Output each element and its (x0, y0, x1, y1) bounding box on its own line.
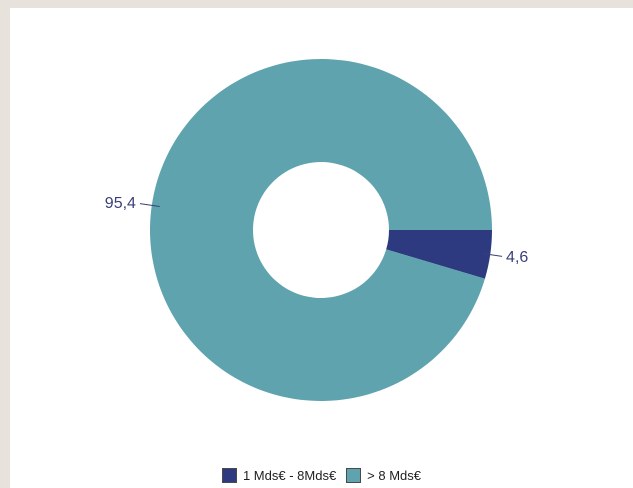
data-label-1-8-mds: 4,6 (506, 249, 528, 266)
slice-1-8-mds[interactable] (386, 230, 492, 279)
legend-swatch-1-8-mds (221, 468, 237, 483)
data-label-over-8-mds: 95,4 (105, 195, 136, 212)
legend-label-1-8-mds: 1 Mds€ - 8Mds€ (242, 468, 337, 483)
leader-line-over-8-mds (139, 203, 160, 208)
legend-label-over-8-mds: > 8 Mds€ (367, 468, 422, 483)
legend-item-over-8-mds[interactable]: > 8 Mds€ (346, 468, 421, 483)
legend-swatch-over-8-mds (346, 468, 362, 483)
leader-line-1-8-mds (482, 252, 503, 257)
chart-card: 4,6 95,4 1 Mds€ - 8Mds€ > 8 Mds€ (10, 8, 633, 488)
legend-item-1-8-mds[interactable]: 1 Mds€ - 8Mds€ (221, 468, 337, 483)
slice-over-8-mds[interactable] (150, 59, 492, 402)
legend: 1 Mds€ - 8Mds€ > 8 Mds€ (10, 468, 633, 483)
donut-chart: 4,6 95,4 (105, 59, 528, 402)
